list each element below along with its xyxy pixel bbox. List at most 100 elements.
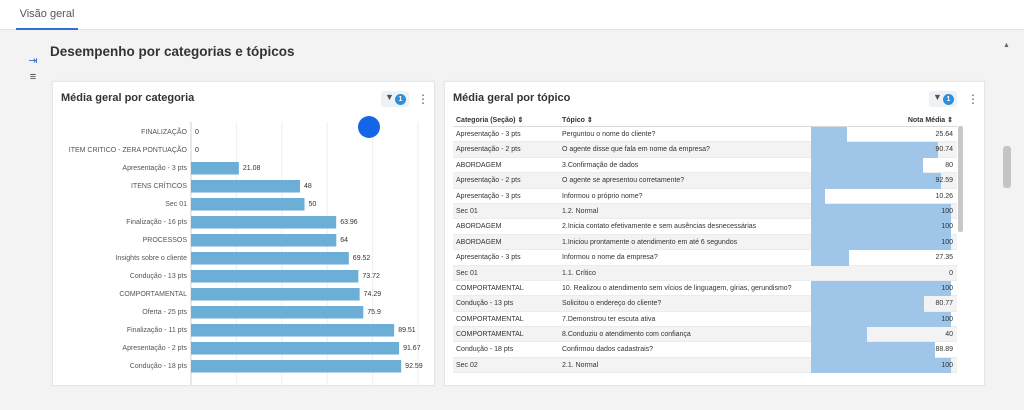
cell-nota: 100: [941, 207, 953, 215]
category-label: Finalização - 11 pts: [127, 327, 188, 334]
data-label: 74.29: [364, 291, 382, 298]
cell-nota: 40: [945, 331, 953, 339]
category-label: ITEM CRITICO - ZERA PONTUAÇÃO: [69, 145, 188, 154]
table-row[interactable]: Apresentação - 2 pts O agente disse que f…: [453, 142, 957, 158]
cell-categoria: COMPORTAMENTAL: [456, 331, 524, 339]
bar[interactable]: [191, 360, 402, 373]
value-bar: [811, 296, 925, 312]
table-row[interactable]: Sec 02 2.1. Normal 100: [453, 357, 957, 374]
bar[interactable]: [191, 216, 337, 229]
column-header-topico[interactable]: Tópico ⇕: [562, 117, 593, 124]
category-label: ITENS CRÍTICOS: [131, 181, 187, 190]
cell-topico: 2.1. Normal: [562, 361, 599, 369]
panel-title: Média geral por categoria: [61, 92, 195, 104]
table-row[interactable]: Apresentação - 2 pts O agente se apresent…: [453, 173, 957, 189]
more-options-icon[interactable]: ⋮: [967, 92, 979, 106]
data-label: 64: [340, 237, 348, 244]
category-label: Sec 01: [165, 201, 187, 208]
table-header: Categoria (Seção) ⇕ Tópico ⇕ Nota Média …: [453, 113, 957, 127]
table-row[interactable]: COMPORTAMENTAL 7.Demonstrou ter escuta at…: [453, 311, 957, 328]
cell-topico: Informou o próprio nome?: [562, 192, 643, 200]
page-scrollbar[interactable]: [1003, 146, 1011, 188]
bar[interactable]: [191, 270, 359, 283]
bar[interactable]: [191, 180, 300, 193]
table-scrollbar[interactable]: [958, 126, 963, 232]
value-bar: [811, 327, 867, 343]
cell-nota: 0: [949, 269, 953, 277]
cell-categoria: ABORDAGEM: [456, 223, 502, 231]
cell-topico: 1.2. Normal: [562, 207, 599, 215]
topic-table-panel: Média geral por tópico ▼ 1 ⋮ Categoria (…: [444, 81, 985, 386]
cell-categoria: Condução - 18 pts: [456, 346, 514, 354]
bar[interactable]: [191, 342, 400, 355]
bar[interactable]: [191, 162, 239, 175]
cell-categoria: Apresentação - 3 pts: [456, 192, 521, 200]
category-label: Oferta - 25 pts: [142, 309, 187, 316]
cell-topico: Perguntou o nome do cliente?: [562, 131, 656, 138]
table-row[interactable]: ABORDAGEM 3.Confirmação de dados 80: [453, 157, 957, 174]
category-label: Finalização - 16 pts: [126, 219, 187, 226]
cell-nota: 88.89: [935, 346, 953, 354]
table-row[interactable]: ABORDAGEM 1.Iniciou prontamente o atendim…: [453, 234, 957, 251]
cell-topico: Confirmou dados cadastrais?: [562, 346, 654, 354]
value-bar: [811, 188, 826, 204]
table-row[interactable]: Apresentação - 3 pts Perguntou o nome do …: [453, 127, 957, 143]
bar[interactable]: [191, 306, 364, 319]
bar[interactable]: [191, 234, 337, 247]
bar[interactable]: [191, 288, 360, 301]
value-bar: [811, 357, 951, 374]
value-bar: [811, 234, 951, 251]
table-row[interactable]: Sec 01 1.2. Normal 100: [453, 203, 957, 220]
filter-icon[interactable]: ≡: [29, 71, 37, 83]
left-rail: ⇥ ≡: [18, 44, 48, 384]
collapse-panel-icon[interactable]: ⇥: [28, 55, 38, 67]
cell-nota: 100: [941, 238, 953, 246]
cell-topico: 1.1. Crítico: [562, 269, 596, 277]
table-row[interactable]: Condução - 13 pts Solicitou o endereço do…: [453, 296, 957, 312]
cell-categoria: Apresentação - 3 pts: [456, 254, 521, 262]
column-header-nota[interactable]: Nota Média ⇕: [907, 117, 953, 124]
cell-nota: 80: [945, 161, 953, 169]
tab-visao-geral[interactable]: Visão geral: [16, 0, 78, 30]
value-bar: [811, 342, 936, 358]
value-bar: [811, 173, 941, 189]
cursor-indicator: [358, 116, 380, 138]
bar[interactable]: [191, 324, 395, 337]
data-label: 91.67: [403, 345, 421, 352]
table-row[interactable]: Sec 01 1.1. Crítico 0: [453, 265, 957, 281]
data-label: 75.9: [367, 309, 381, 316]
filter-button[interactable]: ▼ 1: [381, 91, 409, 107]
cell-topico: 2.Inicia contato efetivamente e sem ausê…: [562, 223, 757, 231]
table-row[interactable]: COMPORTAMENTAL 8.Conduziu o atendimento c…: [453, 327, 957, 343]
value-bar: [811, 280, 951, 297]
chart-svg: FINALIZAÇÃO 0 ITEM CRITICO - ZERA PONTUAÇÃ…: [69, 122, 423, 385]
cell-categoria: ABORDAGEM: [456, 238, 502, 246]
table-row[interactable]: COMPORTAMENTAL 10. Realizou o atendimento…: [453, 280, 957, 297]
category-label: Condução - 18 pts: [130, 363, 188, 370]
table-row[interactable]: Apresentação - 3 pts Informou o nome da e…: [453, 250, 957, 266]
cell-topico: 1.Iniciou prontamente o atendimento em a…: [562, 238, 738, 246]
data-label: 21.08: [243, 165, 261, 172]
cell-categoria: COMPORTAMENTAL: [456, 315, 524, 323]
cell-nota: 100: [941, 315, 953, 323]
cell-topico: Solicitou o endereço do cliente?: [562, 300, 662, 308]
topic-table: Categoria (Seção) ⇕ Tópico ⇕ Nota Média …: [453, 113, 957, 374]
table-row[interactable]: ABORDAGEM 2.Inicia contato efetivamente e…: [453, 219, 957, 235]
bar[interactable]: [191, 252, 349, 265]
cell-categoria: Sec 02: [456, 361, 478, 369]
scroll-up-icon[interactable]: ▲: [1003, 42, 1010, 49]
category-label: COMPORTAMENTAL: [119, 291, 187, 298]
cell-nota: 27.35: [935, 254, 953, 262]
table-row[interactable]: Condução - 18 pts Confirmou dados cadastr…: [453, 342, 957, 358]
column-header-categoria[interactable]: Categoria (Seção) ⇕: [456, 117, 524, 124]
table-row[interactable]: Apresentação - 3 pts Informou o próprio n…: [453, 188, 957, 204]
bar[interactable]: [191, 198, 305, 211]
category-label: FINALIZAÇÃO: [141, 127, 187, 136]
cell-topico: O agente se apresentou corretamente?: [562, 177, 685, 185]
cell-categoria: COMPORTAMENTAL: [456, 284, 524, 292]
cell-topico: 8.Conduziu o atendimento com confiança: [562, 331, 691, 339]
cell-nota: 100: [941, 361, 953, 369]
filter-icon: ▼: [933, 92, 942, 102]
cell-nota: 10.26: [935, 192, 953, 200]
filter-button[interactable]: ▼ 1: [929, 91, 957, 107]
